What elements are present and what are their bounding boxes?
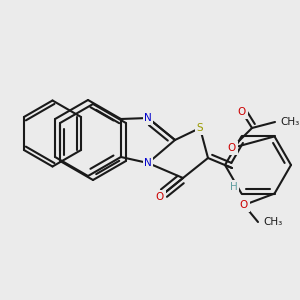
Text: CH₃: CH₃ <box>263 217 282 227</box>
Text: N: N <box>144 113 152 123</box>
Text: N: N <box>144 158 152 168</box>
Text: O: O <box>228 143 236 153</box>
Text: S: S <box>197 123 203 133</box>
Text: O: O <box>240 200 248 210</box>
Text: H: H <box>230 182 238 192</box>
Text: O: O <box>238 107 246 117</box>
Text: CH₃: CH₃ <box>280 117 299 127</box>
Text: O: O <box>156 192 164 202</box>
